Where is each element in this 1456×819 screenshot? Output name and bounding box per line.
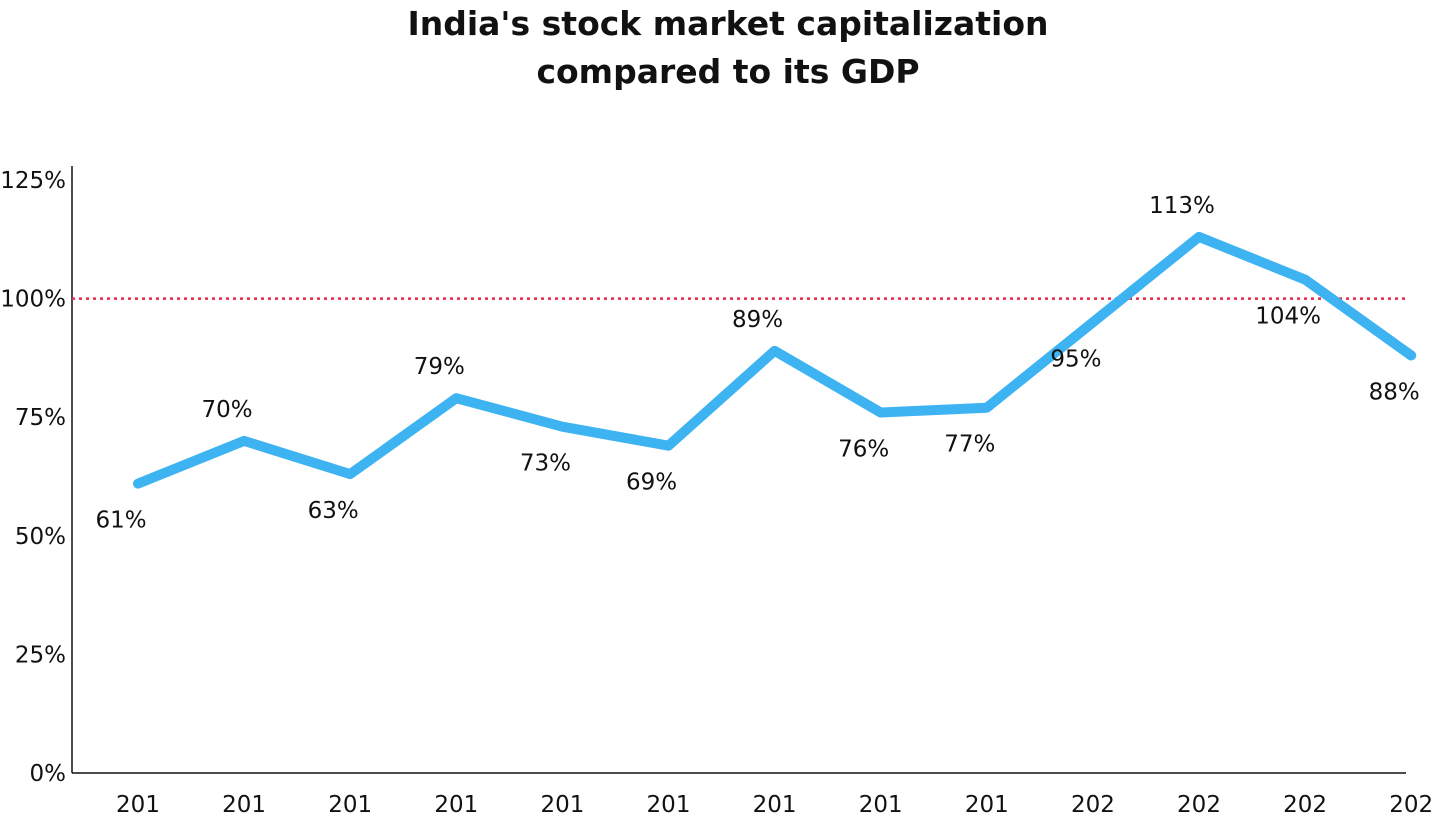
axes: 0% 25% 50% 75% 100% 125% 201 201 201 201 201 201 201… bbox=[0, 166, 1433, 818]
y-tick-label: 100% bbox=[0, 287, 66, 313]
data-label: 69% bbox=[626, 470, 677, 496]
x-tick-label: 201 bbox=[328, 792, 372, 818]
data-label: 104% bbox=[1255, 304, 1321, 330]
chart-title: India's stock market capitalization comp… bbox=[0, 0, 1456, 96]
x-tick-label: 201 bbox=[647, 792, 691, 818]
data-label: 76% bbox=[838, 436, 889, 462]
x-tick-label: 201 bbox=[434, 792, 478, 818]
x-tick-label: 201 bbox=[965, 792, 1009, 818]
x-tick-label: 202 bbox=[1389, 792, 1433, 818]
data-label: 95% bbox=[1050, 346, 1101, 372]
x-tick-label: 201 bbox=[116, 792, 160, 818]
chart-title-line-1: India's stock market capitalization bbox=[407, 4, 1049, 43]
data-labels-group: 61% 70% 63% 79% 73% 69% 89% 76% 77% 95% 113% 104% 88… bbox=[95, 193, 1419, 534]
y-tick-label: 75% bbox=[15, 405, 66, 431]
x-tick-label: 202 bbox=[1283, 792, 1327, 818]
x-tick-label: 201 bbox=[859, 792, 903, 818]
x-tick-label: 201 bbox=[753, 792, 797, 818]
y-tick-label: 50% bbox=[15, 524, 66, 550]
data-label: 61% bbox=[95, 508, 146, 534]
x-tick-label: 202 bbox=[1071, 792, 1115, 818]
data-label: 77% bbox=[944, 432, 995, 458]
y-tick-label: 25% bbox=[15, 642, 66, 668]
x-tick-label: 201 bbox=[222, 792, 266, 818]
y-tick-label: 0% bbox=[30, 761, 67, 787]
chart-title-line-2: compared to its GDP bbox=[536, 52, 920, 91]
data-label: 73% bbox=[520, 451, 571, 477]
x-tick-label: 202 bbox=[1177, 792, 1221, 818]
data-label: 89% bbox=[732, 307, 783, 333]
series-line bbox=[133, 231, 1417, 489]
data-label: 70% bbox=[202, 397, 253, 423]
y-tick-label: 125% bbox=[0, 168, 66, 194]
data-label: 88% bbox=[1369, 380, 1420, 406]
data-label: 113% bbox=[1149, 193, 1215, 219]
data-label: 63% bbox=[308, 498, 359, 524]
data-label: 79% bbox=[414, 354, 465, 380]
series-group bbox=[133, 231, 1417, 489]
x-tick-label: 201 bbox=[540, 792, 584, 818]
